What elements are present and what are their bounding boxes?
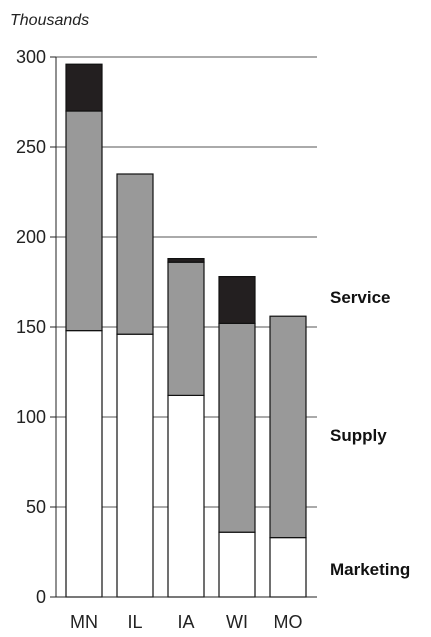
- bar-segment-marketing-mn: [65, 330, 103, 598]
- bar-segment-service-mn: [65, 63, 103, 112]
- y-tick-label: 200: [16, 227, 46, 247]
- bar-segment-supply-il: [116, 173, 154, 335]
- x-category-label: MO: [274, 612, 303, 632]
- y-tick-label: 150: [16, 317, 46, 337]
- bars: [65, 63, 307, 598]
- x-category-label: IL: [127, 612, 142, 632]
- x-axis-labels: MN IL IA WI MO: [70, 612, 303, 632]
- bar-segment-supply-wi: [218, 322, 256, 533]
- bar-segment-marketing-ia: [167, 394, 205, 598]
- y-tick-label: 250: [16, 137, 46, 157]
- y-tick-label: 300: [16, 47, 46, 67]
- bar-segment-supply-mo: [269, 315, 307, 539]
- bar-segment-marketing-wi: [218, 531, 256, 598]
- bar-segment-service-ia: [167, 258, 205, 263]
- x-category-label: MN: [70, 612, 98, 632]
- bar-segment-marketing-mo: [269, 536, 307, 598]
- x-category-label: WI: [226, 612, 248, 632]
- legend-label-service: Service: [330, 288, 391, 307]
- legend-label-marketing: Marketing: [330, 560, 410, 579]
- bar-segment-supply-mn: [65, 110, 103, 332]
- bar-segment-service-wi: [218, 276, 256, 325]
- legend: Marketing Supply Service: [330, 288, 410, 579]
- y-tick-label: 50: [26, 497, 46, 517]
- legend-label-supply: Supply: [330, 426, 387, 445]
- bar-segment-supply-ia: [167, 261, 205, 397]
- y-tick-label: 100: [16, 407, 46, 427]
- y-axis: 0 50 100 150 200 250 300: [16, 47, 317, 607]
- y-axis-unit-label: Thousands: [10, 12, 89, 29]
- bar-segment-marketing-il: [116, 333, 154, 598]
- x-category-label: IA: [177, 612, 194, 632]
- y-tick-label: 0: [36, 587, 46, 607]
